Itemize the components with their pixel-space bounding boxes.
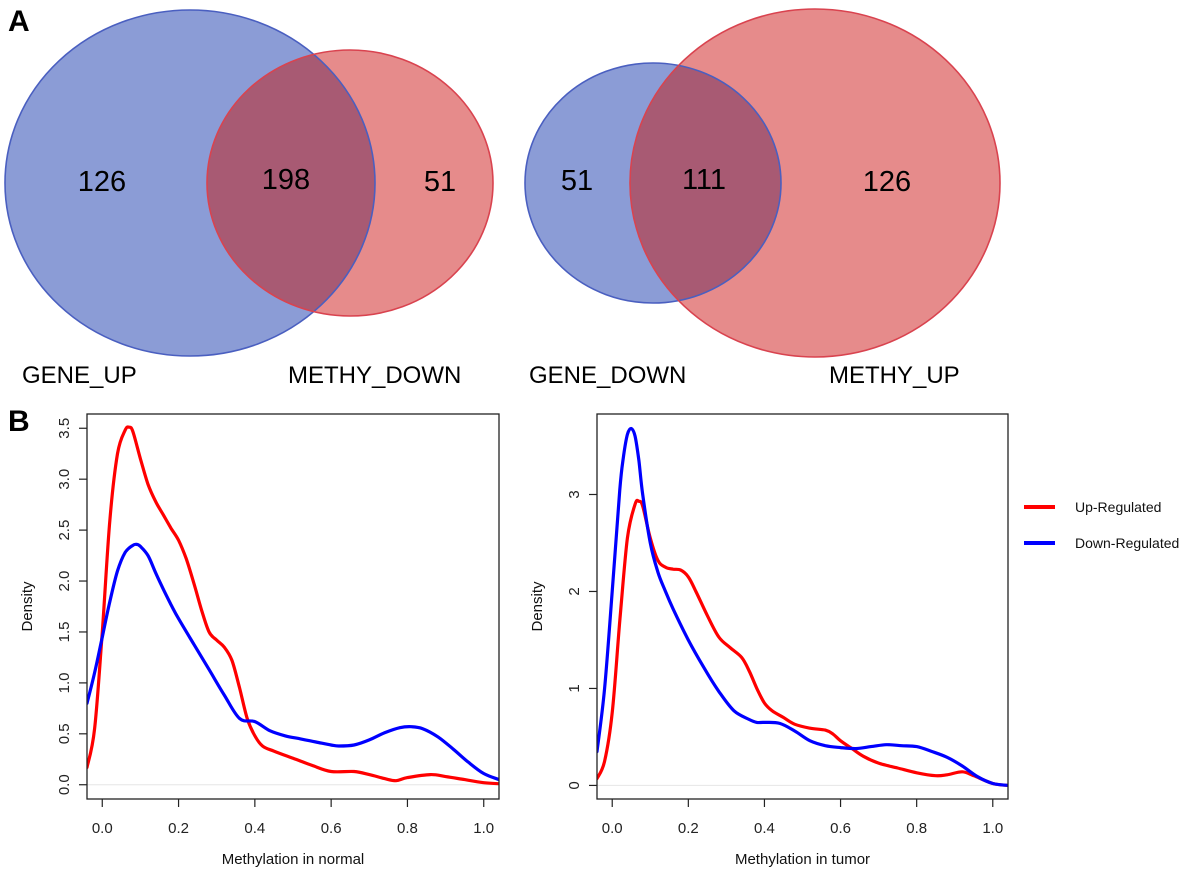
venn-count-gene-down-only: 51: [561, 165, 593, 197]
y-tick-label: 3: [566, 490, 583, 498]
legend-label-up-regulated: Up-Regulated: [1075, 499, 1161, 515]
x-tick-label: 0.4: [754, 820, 775, 837]
x-tick-label: 1.0: [473, 820, 494, 837]
venn-outline-red: [206, 49, 494, 317]
panel-b-label: B: [8, 405, 30, 438]
series-line-up-regulated: [87, 425, 499, 786]
venn-label-gene-down: GENE_DOWN: [529, 362, 686, 389]
series-line-down-regulated: [597, 426, 1008, 787]
venn-outline-blue: [524, 62, 782, 304]
y-tick-label: 0.0: [56, 774, 73, 795]
y-tick-label: 2: [566, 587, 583, 595]
y-tick-label: 0: [566, 781, 583, 789]
venn-label-methy-down: METHY_DOWN: [288, 362, 461, 389]
y-tick-label: 1.0: [56, 672, 73, 693]
venn-outline-red: [629, 8, 1001, 358]
y-tick-label: 1.5: [56, 622, 73, 643]
venn-diagram-gene-down-methy-up: 51 111 126 GENE_DOWN METHY_UP: [524, 8, 1001, 389]
venn-count-methy-up-only: 126: [863, 166, 911, 198]
plot-frame: [596, 413, 1009, 800]
y-tick-label: 2.5: [56, 520, 73, 541]
x-tick-label: 0.0: [92, 820, 113, 837]
y-tick-label: 1: [566, 684, 583, 692]
venn-count-intersection: 111: [682, 164, 726, 196]
x-tick-label: 0.6: [321, 820, 342, 837]
venn-label-methy-up: METHY_UP: [829, 362, 960, 389]
density-plot-normal: 0.0 0.2 0.4 0.6 0.8 1.0 0.0 0.5 1.0 1.5 2.0 2.5 3.0 3…: [19, 413, 500, 868]
y-axis-title: Density: [529, 581, 546, 632]
x-tick-label: 0.4: [244, 820, 265, 837]
venn-intersection-region: [207, 50, 375, 316]
y-tick-label: 2.0: [56, 571, 73, 592]
y-tick-label: 3.5: [56, 418, 73, 439]
x-axis-title: Methylation in normal: [222, 851, 365, 868]
venn-intersection-region: [630, 63, 781, 303]
x-tick-label: 0.2: [678, 820, 699, 837]
y-tick-label: 0.5: [56, 723, 73, 744]
venn-count-gene-up-only: 126: [78, 166, 126, 198]
x-axis-title: Methylation in tumor: [735, 851, 870, 868]
x-tick-label: 0.6: [830, 820, 851, 837]
x-tick-label: 0.8: [397, 820, 418, 837]
panel-a-label: A: [8, 5, 30, 38]
venn-outline-blue: [4, 9, 376, 357]
venn-label-gene-up: GENE_UP: [22, 362, 137, 389]
venn-count-intersection: 198: [262, 164, 310, 196]
legend: Up-Regulated Down-Regulated: [1024, 499, 1179, 551]
y-axis-title: Density: [19, 581, 36, 632]
x-tick-label: 0.0: [602, 820, 623, 837]
x-tick-label: 0.8: [906, 820, 927, 837]
venn-diagram-gene-up-methy-down: 126 198 51 GENE_UP METHY_DOWN: [4, 9, 494, 389]
legend-label-down-regulated: Down-Regulated: [1075, 535, 1179, 551]
x-tick-label: 0.2: [168, 820, 189, 837]
series-line-up-regulated: [597, 498, 1008, 787]
density-plot-tumor: 0.0 0.2 0.4 0.6 0.8 1.0 0 1 2 3 Methylation in tum…: [529, 413, 1009, 868]
venn-count-methy-down-only: 51: [424, 166, 456, 198]
x-tick-label: 1.0: [982, 820, 1003, 837]
plot-frame: [86, 413, 500, 800]
y-tick-label: 3.0: [56, 469, 73, 490]
series-line-down-regulated: [87, 542, 499, 782]
